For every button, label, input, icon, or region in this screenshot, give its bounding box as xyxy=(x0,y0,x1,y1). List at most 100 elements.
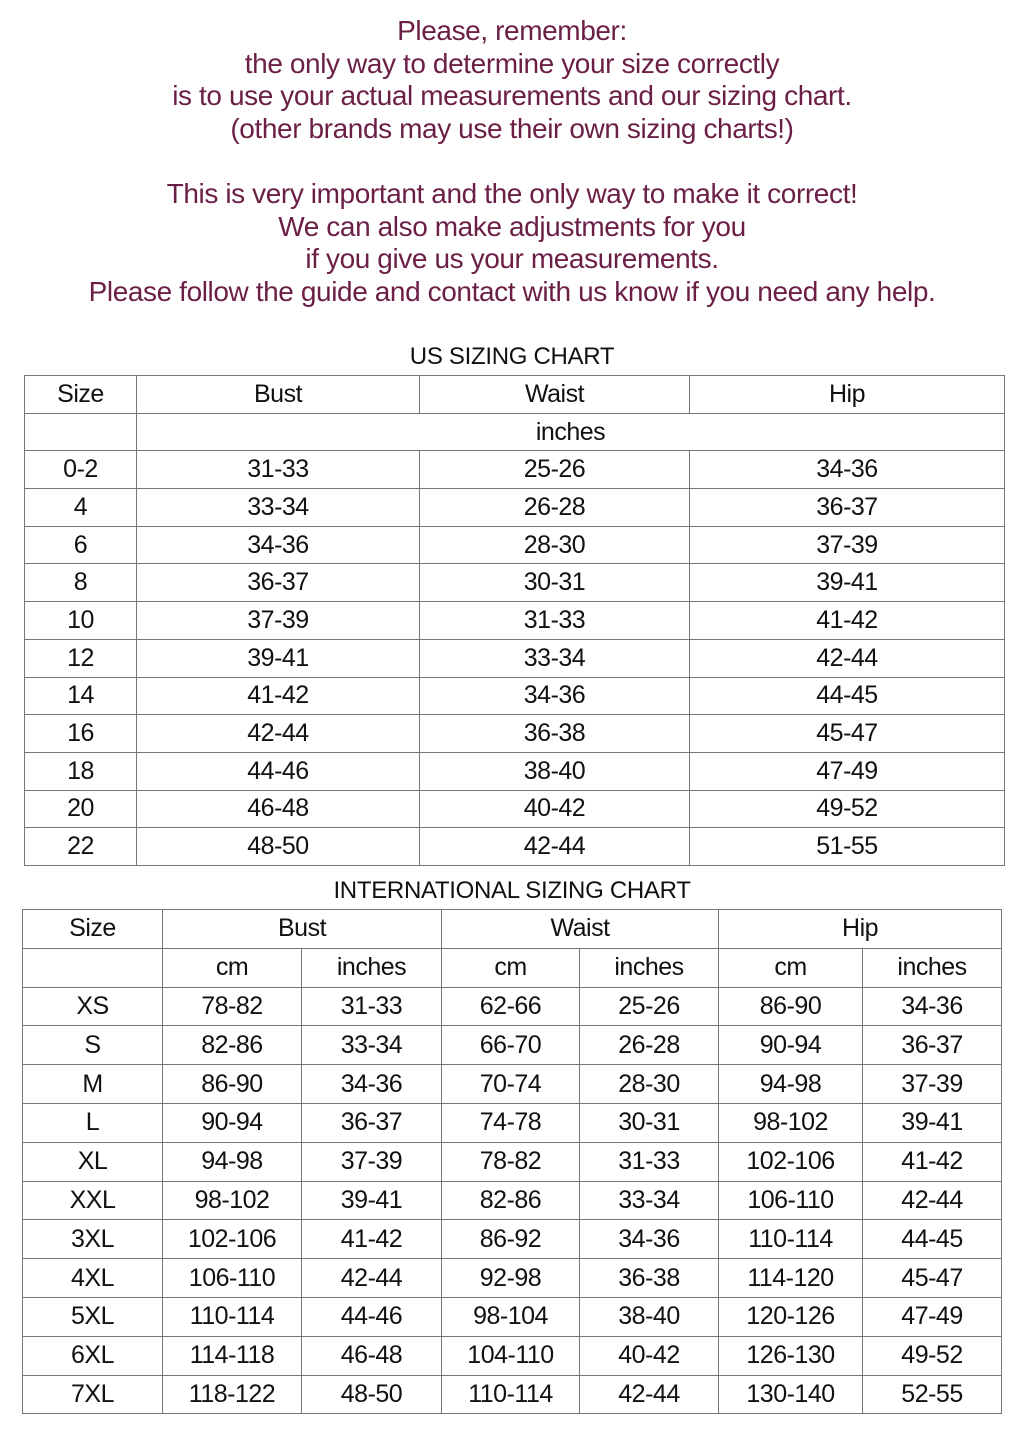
measurement-cell: 41-42 xyxy=(301,1219,442,1260)
notice-line: This is very important and the only way … xyxy=(166,178,858,209)
measurement-cell: 34-36 xyxy=(136,525,420,565)
size-cell: 10 xyxy=(24,601,137,640)
measurement-cell: 48-50 xyxy=(301,1374,442,1415)
measurement-cell: 90-94 xyxy=(718,1025,864,1066)
measurement-cell: 39-41 xyxy=(689,563,1005,603)
unit-row: cm inches cm inches cm inches xyxy=(22,947,1003,988)
measurement-cell: 70-74 xyxy=(441,1064,580,1104)
measurement-cell: 49-52 xyxy=(689,789,1005,829)
table-row: 4 33-34 26-28 36-37 xyxy=(24,488,1005,527)
measurement-cell: 25-26 xyxy=(419,450,690,490)
measurement-cell: 38-40 xyxy=(419,751,690,791)
table-row: 14 41-42 34-36 44-45 xyxy=(24,676,1005,716)
measurement-cell: 44-45 xyxy=(862,1219,1003,1260)
measurement-cell: 86-90 xyxy=(162,1064,302,1104)
measurement-cell: 36-37 xyxy=(301,1102,442,1143)
measurement-cell: 36-38 xyxy=(419,714,690,753)
measurement-cell: 47-49 xyxy=(689,751,1005,791)
measurement-cell: 37-39 xyxy=(862,1064,1003,1104)
empty-cell xyxy=(24,412,137,452)
empty-cell xyxy=(22,947,163,988)
notice-line: the only way to determine your size corr… xyxy=(244,47,780,79)
measurement-cell: 34-36 xyxy=(578,1219,720,1260)
measurement-cell: 66-70 xyxy=(441,1025,580,1066)
measurement-cell: 78-82 xyxy=(162,986,302,1027)
measurement-cell: 94-98 xyxy=(162,1141,302,1182)
measurement-cell: 38-40 xyxy=(578,1296,720,1337)
measurement-cell: 41-42 xyxy=(689,601,1005,640)
measurement-cell: 110-114 xyxy=(162,1296,302,1337)
table-row: 5XL 110-114 44-46 98-104 38-40 120-126 47-49 xyxy=(22,1296,1003,1337)
measurement-cell: 86-92 xyxy=(441,1219,580,1260)
measurement-cell: 92-98 xyxy=(441,1258,580,1298)
us-sizing-table: Size Bust Waist Hip inches 0-2 31-33 25-26 34-36… xyxy=(24,375,1005,866)
measurement-cell: 36-37 xyxy=(136,563,420,603)
measurement-cell: 31-33 xyxy=(578,1141,720,1182)
size-cell: XL xyxy=(22,1141,163,1182)
measurement-cell: 102-106 xyxy=(162,1219,302,1260)
measurement-cell: 42-44 xyxy=(862,1180,1003,1221)
notice-line: (other brands may use their own sizing c… xyxy=(230,112,794,144)
measurement-cell: 86-90 xyxy=(718,986,864,1027)
measurement-cell: 126-130 xyxy=(718,1335,864,1376)
measurement-cell: 120-126 xyxy=(718,1296,864,1337)
size-cell: S xyxy=(22,1025,163,1066)
measurement-cell: 42-44 xyxy=(301,1258,442,1298)
measurement-cell: 36-38 xyxy=(578,1258,720,1298)
table-row: 3XL 102-106 41-42 86-92 34-36 110-114 44-45 xyxy=(22,1219,1003,1260)
header-row: Size Bust Waist Hip xyxy=(22,909,1003,949)
table-row: XS 78-82 31-33 62-66 25-26 86-90 34-36 xyxy=(22,986,1003,1027)
column-header: Bust xyxy=(136,375,420,414)
measurement-cell: 41-42 xyxy=(136,676,420,716)
table-row: 20 46-48 40-42 49-52 xyxy=(24,789,1005,829)
measurement-cell: 118-122 xyxy=(162,1374,302,1415)
measurement-cell: 34-36 xyxy=(689,450,1005,490)
measurement-cell: 106-110 xyxy=(718,1180,864,1221)
table-row: 16 42-44 36-38 45-47 xyxy=(24,714,1005,753)
size-cell: M xyxy=(22,1064,163,1104)
size-cell: 8 xyxy=(24,563,137,603)
measurement-cell: 39-41 xyxy=(136,638,420,678)
unit-row: inches xyxy=(24,412,1005,452)
unit-label: inches xyxy=(862,947,1003,988)
table-row: 0-2 31-33 25-26 34-36 xyxy=(24,450,1005,490)
measurement-cell: 114-120 xyxy=(718,1258,864,1298)
measurement-cell: 62-66 xyxy=(441,986,580,1027)
measurement-cell: 42-44 xyxy=(136,714,420,753)
measurement-cell: 98-104 xyxy=(441,1296,580,1337)
measurement-cell: 110-114 xyxy=(718,1219,864,1260)
measurement-cell: 41-42 xyxy=(862,1141,1003,1182)
measurement-cell: 26-28 xyxy=(578,1025,720,1066)
measurement-cell: 36-37 xyxy=(689,488,1005,527)
column-header: Hip xyxy=(718,909,1003,949)
measurement-cell: 98-102 xyxy=(162,1180,302,1221)
table-row: M 86-90 34-36 70-74 28-30 94-98 37-39 xyxy=(22,1064,1003,1104)
measurement-cell: 52-55 xyxy=(862,1374,1003,1415)
measurement-cell: 102-106 xyxy=(718,1141,864,1182)
measurement-cell: 42-44 xyxy=(689,638,1005,678)
measurement-cell: 37-39 xyxy=(689,525,1005,565)
measurement-cell: 130-140 xyxy=(718,1374,864,1415)
size-cell: 6XL xyxy=(22,1335,163,1376)
measurement-cell: 44-45 xyxy=(689,676,1005,716)
table-row: 10 37-39 31-33 41-42 xyxy=(24,601,1005,640)
measurement-cell: 78-82 xyxy=(441,1141,580,1182)
measurement-cell: 33-34 xyxy=(578,1180,720,1221)
size-cell: 0-2 xyxy=(24,450,137,490)
size-cell: 7XL xyxy=(22,1374,163,1415)
measurement-cell: 46-48 xyxy=(136,789,420,829)
size-cell: 5XL xyxy=(22,1296,163,1337)
measurement-cell: 31-33 xyxy=(419,601,690,640)
measurement-cell: 45-47 xyxy=(862,1258,1003,1298)
measurement-cell: 34-36 xyxy=(862,986,1003,1027)
measurement-cell: 104-110 xyxy=(441,1335,580,1376)
notice-line: is to use your actual measurements and o… xyxy=(172,80,852,111)
measurement-cell: 30-31 xyxy=(419,563,690,603)
size-cell: 14 xyxy=(24,676,137,716)
size-cell: XS xyxy=(22,986,163,1027)
measurement-cell: 31-33 xyxy=(301,986,442,1027)
measurement-cell: 51-55 xyxy=(689,827,1005,866)
size-cell: 18 xyxy=(24,751,137,791)
measurement-cell: 28-30 xyxy=(578,1064,720,1104)
unit-label: inches xyxy=(578,947,720,988)
